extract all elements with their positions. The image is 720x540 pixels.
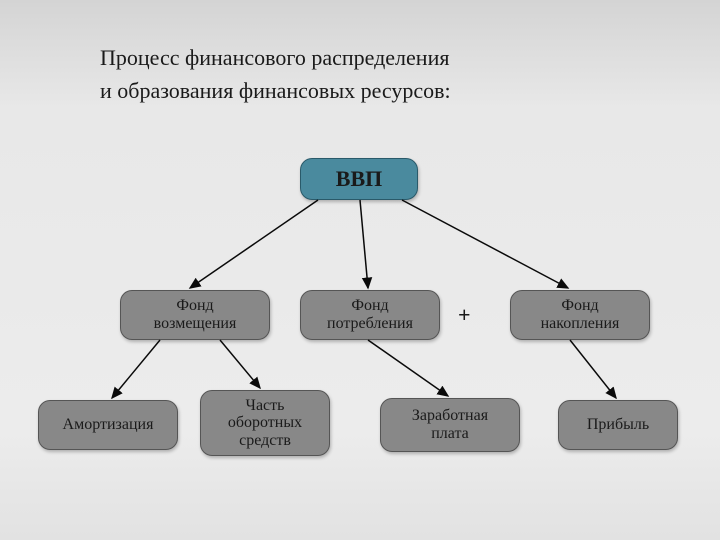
node-fund-accum: Фонднакопления bbox=[510, 290, 650, 340]
node-working: Частьоборотныхсредств bbox=[200, 390, 330, 456]
node-fund-cons: Фондпотребления bbox=[300, 290, 440, 340]
node-fund-repl: Фондвозмещения bbox=[120, 290, 270, 340]
title-line-1: Процесс финансового распределения bbox=[100, 45, 449, 71]
title-line-2: и образования финансовых ресурсов: bbox=[100, 78, 451, 104]
node-salary: Заработнаяплата bbox=[380, 398, 520, 452]
node-root: ВВП bbox=[300, 158, 418, 200]
node-amort: Амортизация bbox=[38, 400, 178, 450]
node-profit: Прибыль bbox=[558, 400, 678, 450]
plus-sign: + bbox=[458, 302, 471, 328]
